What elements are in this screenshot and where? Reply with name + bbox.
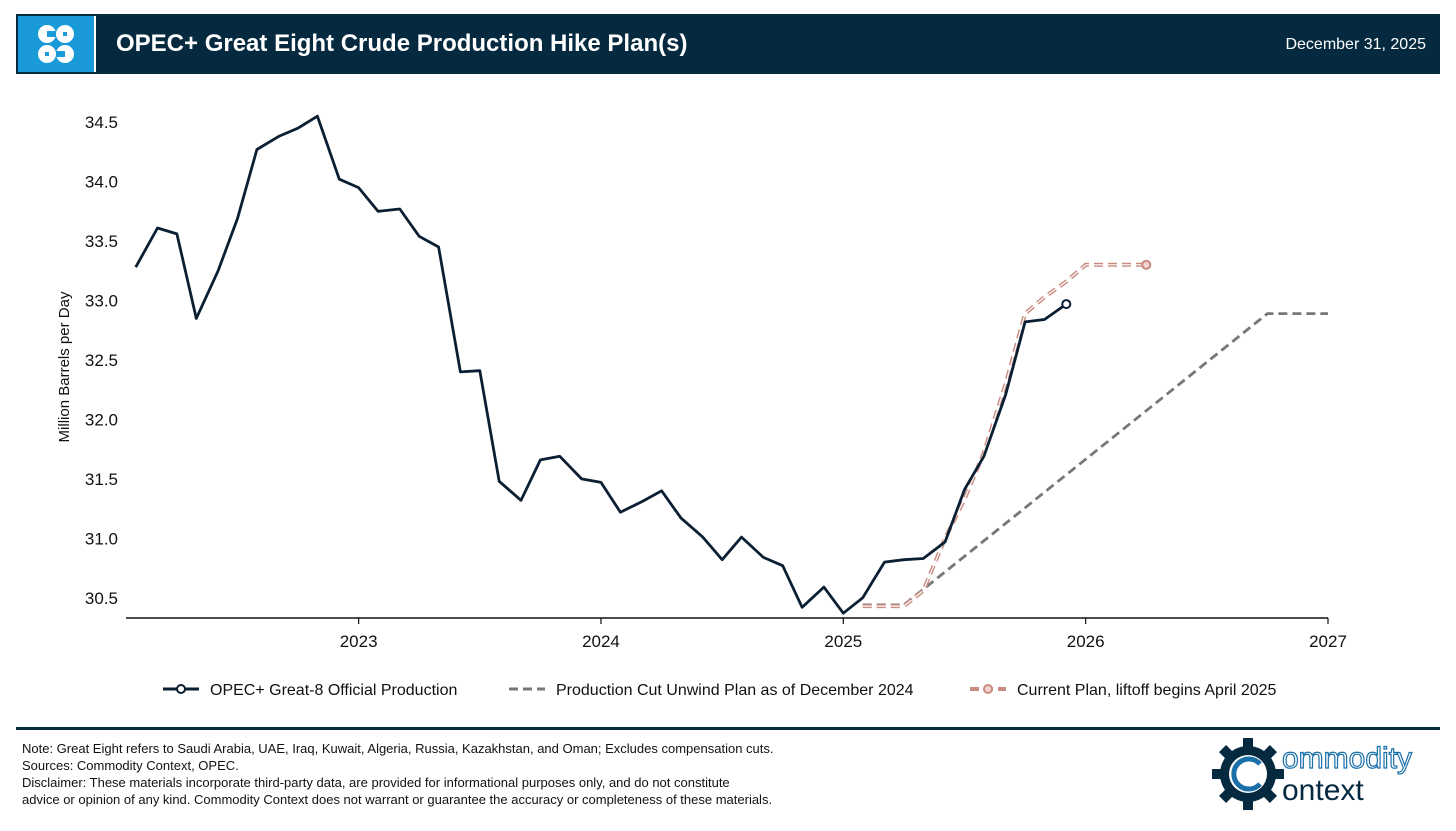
y-tick-label: 33.5 [85, 232, 118, 251]
legend-marker-current-plan [983, 684, 993, 694]
brand-line-2: ontext [1282, 774, 1364, 807]
production-series-line [134, 114, 1068, 615]
sources-text: Sources: Commodity Context, OPEC. [22, 758, 239, 773]
chart-canvas: 2023 2024 2025 2026 2027 30.5 31.0 31.5 32.0 32.5… [56, 113, 1347, 699]
chart-legend: OPEC+ Great-8 Official Production Product… [163, 682, 1277, 699]
chart-series [134, 114, 1328, 615]
commodity-context-gear-logo-icon: ommodity ontext [1212, 738, 1413, 810]
x-tick-label: 2024 [582, 632, 620, 651]
legend-marker-production [176, 684, 186, 694]
brand-line-1: ommodity [1282, 742, 1412, 775]
y-tick-label: 32.0 [85, 410, 118, 429]
x-tick-label: 2023 [340, 632, 378, 651]
footer-divider [16, 727, 1440, 730]
y-tick-label: 33.0 [85, 292, 118, 311]
unwind-plan-series-line [862, 312, 1328, 607]
report-date: December 31, 2025 [1285, 36, 1426, 53]
note-text: Note: Great Eight refers to Saudi Arabia… [22, 741, 774, 756]
y-axis-title: Million Barrels per Day [56, 291, 73, 442]
y-tick-label: 30.5 [85, 589, 118, 608]
x-tick-label: 2025 [824, 632, 862, 651]
disclaimer-line-2: advice or opinion of any kind. Commodity… [22, 792, 773, 807]
opec-logo-graphic [38, 25, 74, 63]
y-tick-label: 34.5 [85, 113, 118, 132]
legend-label: Current Plan, liftoff begins April 2025 [1017, 682, 1277, 699]
current-plan-series-end-marker [1141, 259, 1152, 270]
commodity-context-logo: ommodity ontext [1210, 734, 1440, 810]
y-tick-label: 31.5 [85, 470, 118, 489]
y-tick-label: 32.5 [85, 351, 118, 370]
chart-axes: 2023 2024 2025 2026 2027 30.5 31.0 31.5 32.0 32.5… [85, 113, 1347, 651]
legend-label: Production Cut Unwind Plan as of Decembe… [556, 682, 914, 699]
current-plan-series-line-outer [862, 262, 1147, 609]
y-tick-label: 34.0 [85, 173, 118, 192]
opec-logo-icon [18, 16, 96, 72]
y-tick-label: 31.0 [85, 529, 118, 548]
footnotes: Note: Great Eight refers to Saudi Arabia… [22, 740, 1022, 808]
disclaimer-line-1: Disclaimer: These materials incorporate … [22, 775, 730, 790]
legend-label: OPEC+ Great-8 Official Production [210, 682, 457, 699]
x-tick-label: 2026 [1067, 632, 1105, 651]
header-bar: OPEC+ Great Eight Crude Production Hike … [16, 14, 1440, 74]
x-tick-label: 2027 [1309, 632, 1347, 651]
page-title: OPEC+ Great Eight Crude Production Hike … [116, 30, 688, 57]
current-plan-series-line-inner [862, 264, 1147, 607]
production-series-end-marker [1061, 299, 1072, 310]
